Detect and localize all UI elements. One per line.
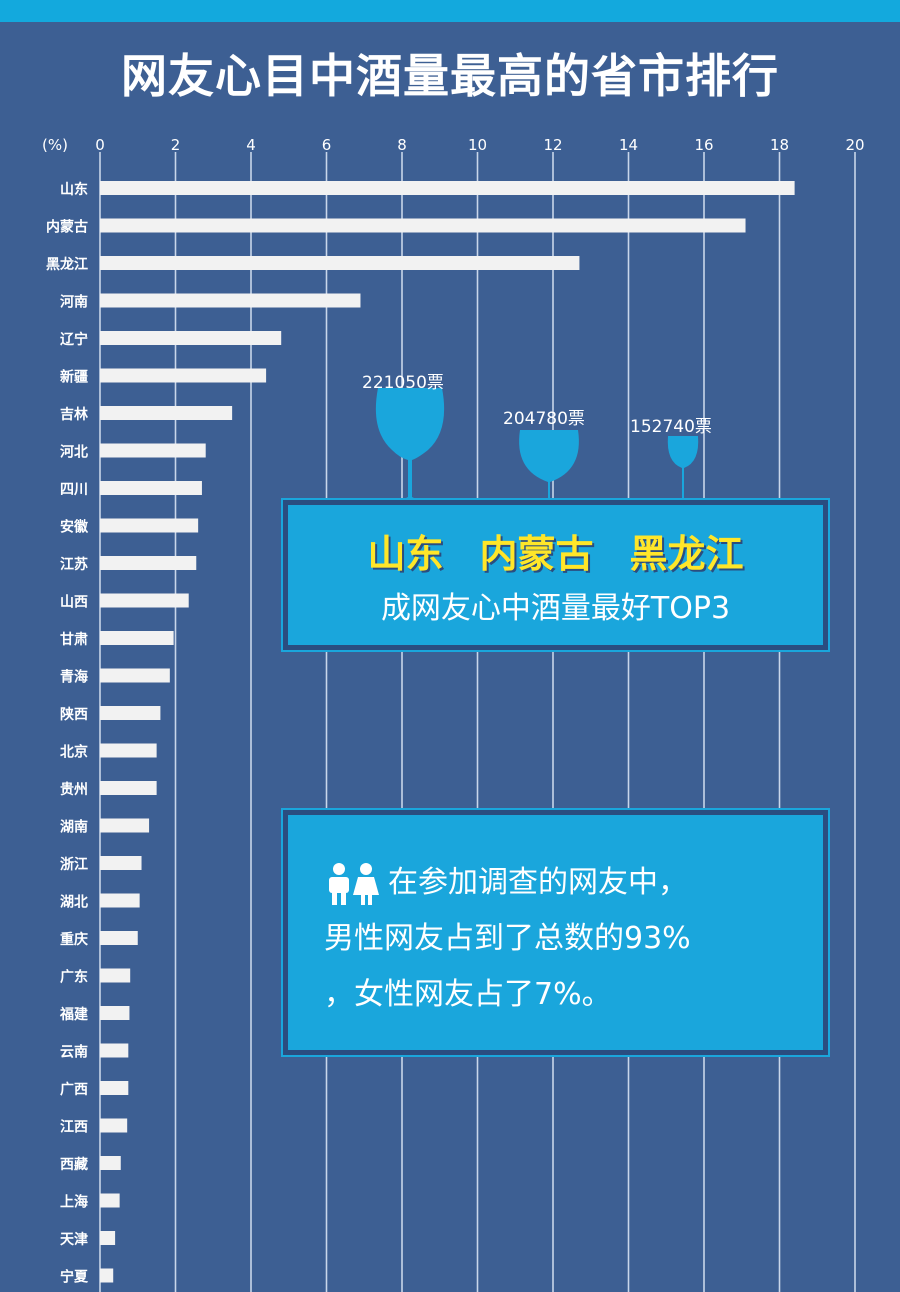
y-category-label: 浙江 (60, 856, 88, 873)
y-category-label: 河北 (60, 444, 88, 461)
top3-name-2: 内蒙古 (479, 532, 594, 576)
bar (100, 743, 157, 758)
y-category-label: 辽宁 (60, 331, 88, 348)
top3-panel: 山东 内蒙古 黑龙江 成网友心中酒量最好TOP3 (283, 500, 828, 650)
y-category-label: 内蒙古 (46, 219, 88, 236)
page-title: 网友心目中酒量最高的省市排行 (121, 49, 779, 103)
bar (100, 518, 199, 533)
y-category-label: 新疆 (60, 369, 88, 386)
bar (100, 181, 795, 195)
x-tick-label: 14 (619, 136, 638, 154)
bar (100, 1006, 130, 1020)
bar (100, 1118, 128, 1133)
bar (100, 331, 282, 345)
gender-line-1: 在参加调查的网友中， (324, 855, 804, 911)
y-category-label: 福建 (59, 1006, 88, 1023)
bar (100, 856, 142, 870)
bar (100, 818, 150, 833)
y-category-label: 宁夏 (60, 1269, 89, 1286)
x-tick-label: 6 (322, 136, 332, 154)
bar (100, 968, 131, 983)
bar (100, 256, 580, 270)
bar (100, 1268, 114, 1283)
y-category-label: 江苏 (60, 556, 88, 573)
gender-line-3: ，女性网友占了7%。 (324, 977, 612, 1012)
vote-count-3: 152740票 (630, 417, 712, 437)
x-tick-label: 16 (694, 136, 713, 154)
top3-name-3: 黑龙江 (629, 532, 744, 576)
y-category-label: 上海 (60, 1194, 88, 1211)
bar (100, 1081, 129, 1095)
x-tick-label: 2 (171, 136, 181, 154)
y-category-label: 吉林 (60, 406, 88, 423)
bar (100, 218, 746, 233)
x-tick-label: 18 (770, 136, 789, 154)
bar (100, 1156, 121, 1170)
wine-glass-icon-3 (667, 436, 699, 500)
y-category-label: 黑龙江 (46, 256, 88, 273)
vote-count-1: 221050票 (362, 373, 444, 393)
wine-glass-icon-2 (519, 430, 579, 500)
bar (100, 406, 233, 420)
y-category-label: 甘肃 (60, 631, 88, 648)
top3-subtitle: 成网友心中酒量最好TOP3 (380, 591, 731, 626)
x-tick-label: 8 (397, 136, 407, 154)
y-category-label: 河南 (60, 294, 88, 311)
gender-line-2: 男性网友占到了总数的93% (324, 921, 691, 956)
bar (100, 1193, 120, 1208)
bar (100, 706, 161, 720)
y-category-label: 云南 (60, 1044, 88, 1061)
bar (100, 293, 361, 308)
bar (100, 556, 197, 570)
y-category-label: 广西 (60, 1081, 88, 1098)
vote-count-2: 204780票 (503, 409, 585, 429)
y-category-label: 湖南 (60, 819, 88, 836)
top-accent-strip (0, 0, 900, 22)
bar (100, 631, 174, 645)
y-category-label: 江西 (60, 1119, 88, 1136)
y-category-label: 湖北 (60, 895, 88, 911)
y-category-label: 西藏 (60, 1156, 88, 1173)
bar (100, 1043, 129, 1058)
bar (100, 481, 202, 495)
y-category-label: 安徽 (60, 519, 89, 536)
x-tick-label: 10 (468, 136, 487, 154)
bar (100, 781, 157, 795)
y-category-label: 贵州 (60, 781, 88, 798)
bar (100, 931, 138, 945)
bar (100, 668, 170, 683)
x-tick-label: 20 (845, 136, 864, 154)
top3-names: 山东 内蒙古 黑龙江 (288, 523, 823, 578)
top3-name-1: 山东 (367, 532, 444, 576)
bar (100, 1231, 116, 1245)
x-axis-label: (%) (42, 136, 68, 154)
y-category-label: 广东 (60, 969, 88, 986)
people-icon (329, 862, 379, 905)
x-tick-label: 12 (543, 136, 562, 154)
bar (100, 893, 140, 908)
y-category-label: 北京 (60, 744, 88, 761)
y-category-label: 天津 (60, 1231, 88, 1248)
bar (100, 368, 267, 383)
wine-glass-icon-1 (375, 388, 445, 500)
bar (100, 443, 206, 458)
bar (100, 593, 189, 608)
y-category-label: 重庆 (60, 931, 88, 948)
y-category-label: 青海 (60, 669, 88, 686)
x-tick-label: 0 (95, 136, 105, 154)
gender-text: 在参加调查的网友中， 男性网友占到了总数的93% ，女性网友占了7%。 (324, 855, 804, 1023)
x-tick-label: 4 (246, 136, 256, 154)
y-category-label: 四川 (60, 482, 88, 498)
y-category-label: 山东 (60, 181, 88, 198)
gender-panel: 在参加调查的网友中， 男性网友占到了总数的93% ，女性网友占了7%。 (283, 810, 828, 1055)
y-category-label: 山西 (60, 595, 88, 611)
y-category-label: 陕西 (60, 706, 88, 723)
